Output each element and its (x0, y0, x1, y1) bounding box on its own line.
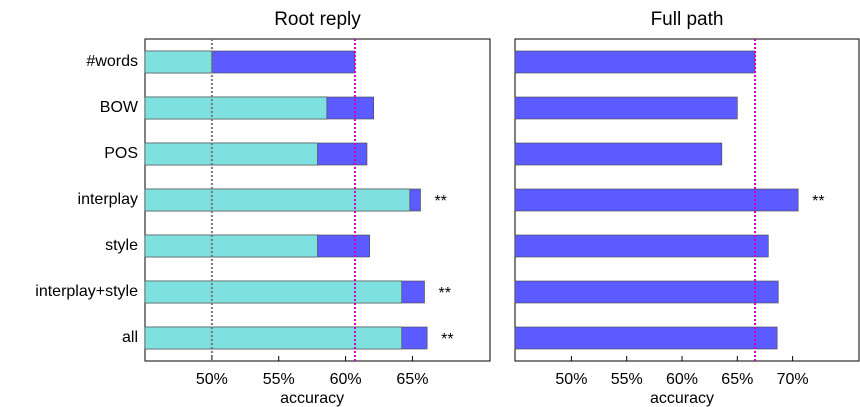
significance-mark: ** (441, 331, 453, 348)
bar (144, 188, 411, 212)
bar (144, 234, 318, 258)
chart-title: Full path (651, 9, 724, 30)
y-tick-label: BOW (100, 99, 139, 116)
bar (514, 234, 769, 258)
x-tick-label: 55% (611, 371, 643, 388)
y-tick-label: interplay (78, 191, 138, 208)
x-tick-label: 70% (777, 371, 809, 388)
x-axis-label: accuracy (280, 390, 344, 407)
bar (144, 326, 403, 350)
x-tick-label: 50% (196, 371, 228, 388)
x-tick-label: 65% (721, 371, 753, 388)
bar (514, 142, 723, 166)
chart-title: Root reply (274, 9, 361, 30)
bar (144, 96, 328, 120)
y-tick-label: style (105, 237, 138, 254)
x-tick-label: 60% (330, 371, 362, 388)
significance-mark: ** (438, 285, 450, 302)
x-tick-label: 65% (396, 371, 428, 388)
significance-mark: ** (812, 193, 824, 210)
bar (144, 142, 318, 166)
bar (514, 326, 778, 350)
x-tick-label: 50% (555, 371, 587, 388)
bar (144, 50, 213, 74)
bar (514, 188, 799, 212)
bar (514, 96, 738, 120)
bar (514, 280, 779, 304)
y-tick-label: #words (86, 53, 138, 70)
x-axis-label: accuracy (650, 390, 714, 407)
y-tick-label: POS (104, 145, 138, 162)
y-tick-label: interplay+style (35, 283, 138, 300)
y-tick-label: all (122, 329, 138, 346)
bar (144, 280, 403, 304)
significance-mark: ** (434, 193, 446, 210)
x-tick-label: 60% (666, 371, 698, 388)
bar (514, 50, 756, 74)
x-tick-label: 55% (263, 371, 295, 388)
